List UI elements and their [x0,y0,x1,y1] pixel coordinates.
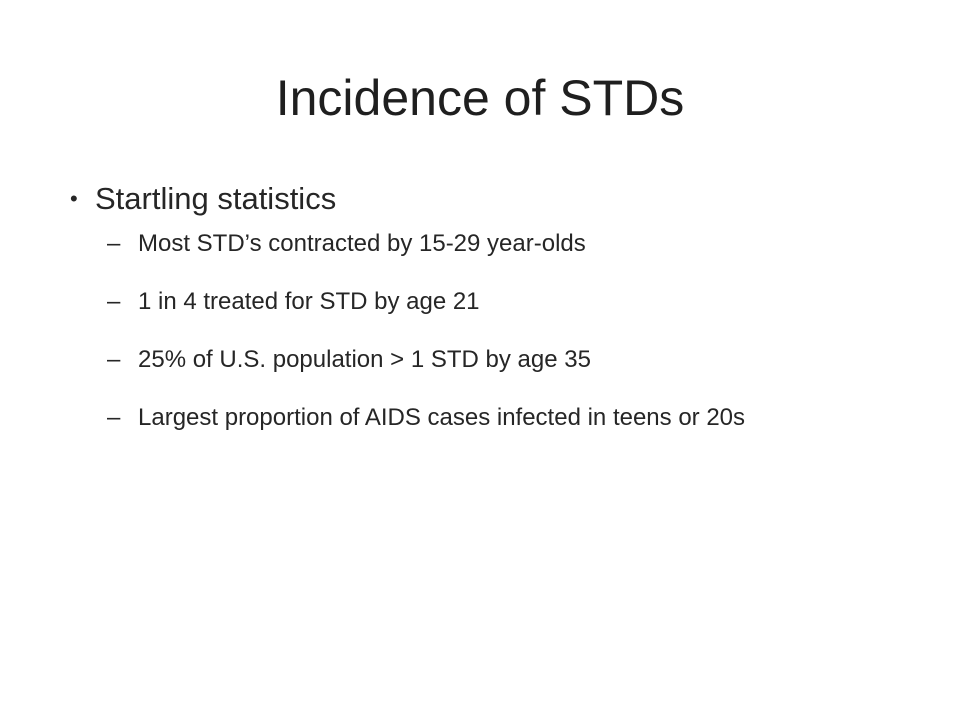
sub-bullet-list: – Most STD’s contracted by 15-29 year-ol… [70,230,900,432]
sub-bullet-item: – Most STD’s contracted by 15-29 year-ol… [70,230,898,258]
sub-bullet-text: Most STD’s contracted by 15-29 year-olds [138,230,586,257]
sub-bullet-item: – Largest proportion of AIDS cases infec… [70,404,898,432]
slide-title: Incidence of STDs [275,70,685,126]
sub-bullet-text: Largest proportion of AIDS cases infecte… [138,404,746,431]
sub-bullet-text: 25% of U.S. population > 1 STD by age 35 [138,346,591,373]
sub-bullet-item: – 1 in 4 treated for STD by age 21 [70,288,898,316]
bullet-text: Startling statistics [95,181,337,216]
dash-icon: – [107,288,121,315]
bullet-icon: • [70,186,78,211]
bullet-item: • Startling statistics [70,170,900,228]
dash-icon: – [107,230,121,257]
sub-bullet-item: – 25% of U.S. population > 1 STD by age … [70,346,898,374]
dash-icon: – [107,404,121,431]
sub-bullet-text: 1 in 4 treated for STD by age 21 [138,288,480,315]
dash-icon: – [107,346,121,373]
slide-content: • Startling statistics – Most STD’s cont… [70,170,900,462]
